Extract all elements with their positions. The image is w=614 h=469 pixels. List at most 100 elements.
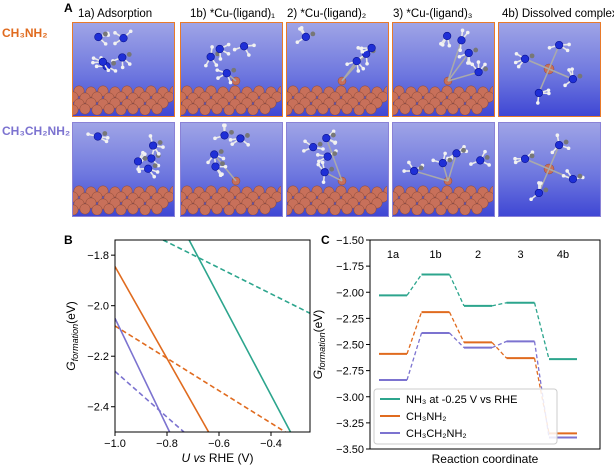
hydrogen-atom	[514, 51, 519, 56]
hydrogen-atom	[221, 156, 226, 161]
chart-c-category-label: 1a	[387, 249, 400, 261]
hydrogen-atom	[469, 162, 473, 166]
carbon-atom	[332, 151, 338, 156]
nitrogen-atom	[438, 159, 447, 168]
hydrogen-atom	[218, 173, 223, 178]
nitrogen-atom	[236, 134, 245, 143]
copper-atom	[103, 103, 115, 115]
copper-atom	[211, 203, 223, 215]
copper-atom	[411, 204, 423, 215]
hydrogen-atom	[232, 47, 237, 52]
copper-atom	[187, 203, 199, 215]
copper-atom	[73, 104, 79, 115]
nitrogen-atom	[215, 44, 224, 54]
hydrogen-atom	[213, 136, 217, 141]
hydrogen-atom	[407, 160, 411, 165]
chart-b-series-line	[188, 240, 292, 432]
molecule-tile	[180, 22, 283, 117]
nitrogen-atom	[144, 164, 153, 173]
copper-atom	[353, 104, 365, 115]
carbon-atom	[218, 149, 224, 154]
hydrogen-atom	[247, 53, 251, 57]
hydrogen-atom	[439, 41, 443, 46]
nitrogen-atom	[149, 141, 158, 150]
copper-atom	[211, 103, 223, 115]
nitrogen-atom	[476, 156, 485, 165]
copper-atom	[423, 103, 435, 115]
hydrogen-atom	[536, 101, 540, 105]
copper-atom	[79, 103, 91, 115]
nitrogen-atom	[98, 57, 107, 66]
nitrogen-atom	[118, 53, 127, 62]
hydrogen-atom	[321, 180, 326, 184]
chart-c-x-label: Reaction coordinate	[432, 452, 539, 466]
carbon-atom	[152, 163, 158, 169]
copper-atom	[435, 104, 447, 115]
chart-c-connector	[491, 341, 507, 359]
chart-c-legend-label: CH₃NH₂	[406, 411, 447, 423]
hydrogen-atom	[228, 80, 233, 85]
hydrogen-atom	[356, 46, 361, 50]
nitrogen-atom	[323, 152, 332, 161]
copper-atom	[223, 104, 235, 115]
hydrogen-atom	[513, 160, 518, 165]
hydrogen-atom	[302, 149, 306, 153]
chart-c-y-tick-label: −2.50	[336, 340, 364, 352]
copper-atom	[305, 204, 317, 215]
hydrogen-atom	[226, 42, 231, 47]
hydrogen-atom	[303, 139, 307, 144]
carbon-atom	[563, 139, 569, 145]
copper-atom	[91, 104, 103, 115]
hydrogen-atom	[295, 40, 300, 44]
nitrogen-atom	[220, 131, 229, 140]
copper-atom	[435, 204, 447, 215]
hydrogen-atom	[567, 68, 571, 72]
carbon-atom	[330, 132, 336, 138]
hydrogen-atom	[457, 54, 462, 59]
hydrogen-atom	[360, 49, 365, 54]
chart-c-y-tick-label: −3.25	[336, 418, 364, 430]
copper-atom	[329, 204, 341, 215]
nitrogen-atom	[210, 150, 219, 159]
copper-atom	[471, 203, 483, 215]
copper-atom	[115, 104, 127, 115]
chart-b-y-tick-label: −2.4	[87, 402, 109, 414]
nitrogen-atom	[367, 43, 376, 53]
copper-atom	[115, 204, 127, 215]
nitrogen-atom	[322, 133, 331, 143]
hydrogen-atom	[113, 69, 118, 73]
nitrogen-atom	[534, 88, 543, 98]
molecule-render	[513, 133, 585, 202]
hydrogen-atom	[127, 62, 132, 66]
nitrogen-atom	[555, 140, 564, 150]
bond	[447, 40, 463, 82]
copper-atom	[365, 103, 377, 115]
hydrogen-atom	[431, 158, 436, 163]
copper-atom	[447, 203, 459, 215]
hydrogen-atom	[103, 42, 108, 46]
nitrogen-atom	[568, 175, 578, 184]
chart-c-legend-box	[373, 388, 558, 445]
chart-b-y-tick-label: −2.0	[87, 301, 109, 313]
chart-c-y-tick-label: −2.00	[336, 287, 364, 299]
hydrogen-atom	[156, 163, 161, 168]
chart-c-connector	[449, 332, 465, 349]
chart-b-x-tick-label: −0.8	[156, 438, 178, 450]
panel-c-letter: C	[321, 233, 330, 247]
carbon-atom	[447, 157, 453, 163]
hydrogen-atom	[228, 138, 233, 142]
molecule-render	[287, 129, 387, 215]
hydrogen-atom	[470, 62, 475, 67]
copper-atom	[293, 103, 305, 115]
hydrogen-atom	[530, 150, 535, 154]
hydrogen-atom	[136, 167, 140, 171]
copper-atom	[235, 203, 247, 215]
hydrogen-atom	[547, 91, 551, 96]
molecule-render	[181, 123, 281, 215]
chart-c-y-label: Gformation(eV)	[311, 310, 327, 380]
nitrogen-atom	[206, 52, 215, 61]
copper-atom	[235, 103, 247, 115]
copper-atom	[471, 103, 483, 115]
hydrogen-atom	[565, 48, 570, 53]
